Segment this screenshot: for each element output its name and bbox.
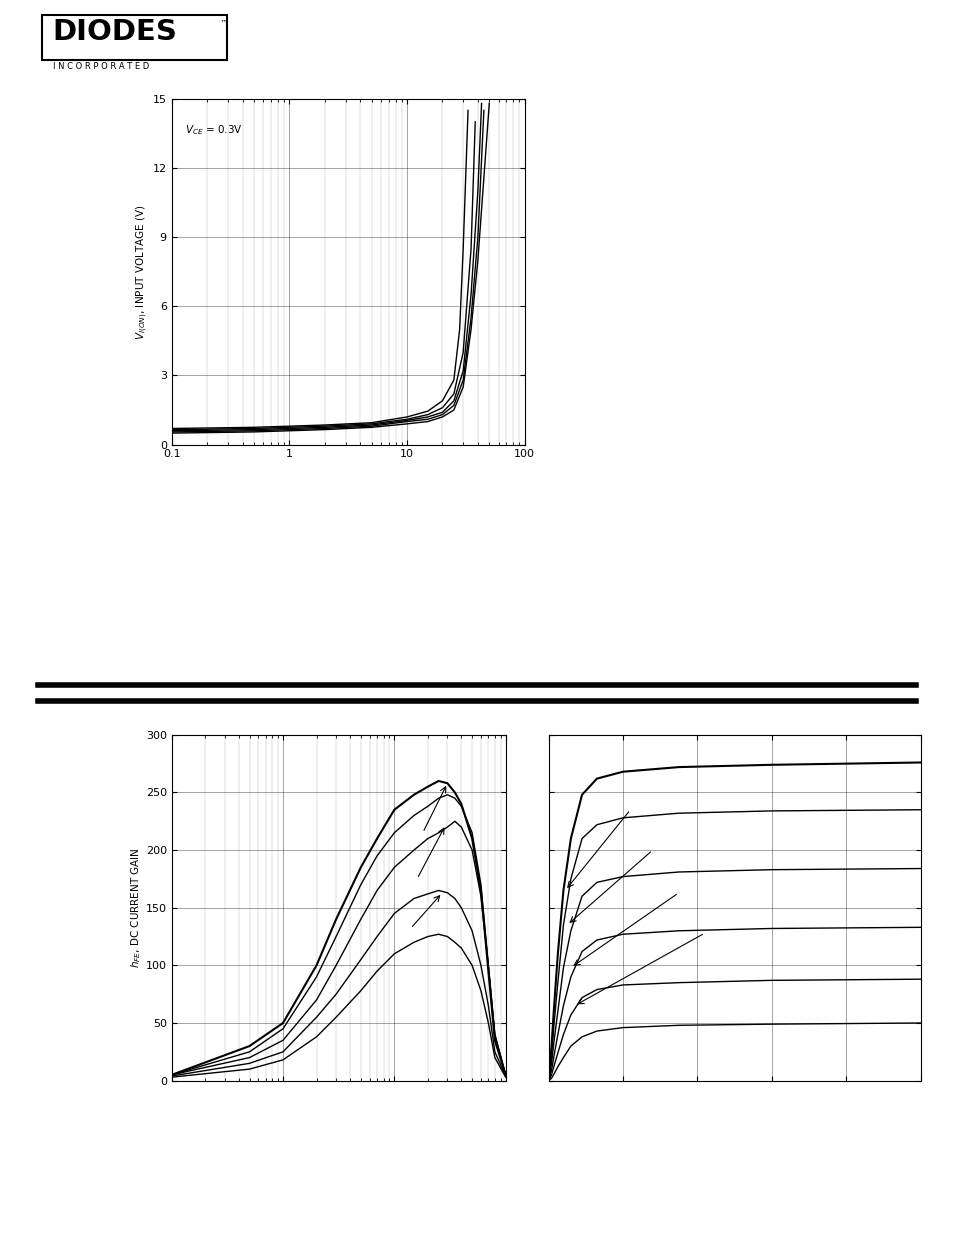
Y-axis label: $V_{I(ON)}$, INPUT VOLTAGE (V): $V_{I(ON)}$, INPUT VOLTAGE (V) (134, 204, 150, 340)
Y-axis label: $h_{FE}$, DC CURRENT GAIN: $h_{FE}$, DC CURRENT GAIN (129, 847, 143, 968)
Text: DIODES: DIODES (52, 19, 177, 47)
Text: I N C O R P O R A T E D: I N C O R P O R A T E D (52, 63, 149, 72)
Bar (42, 15, 227, 61)
Text: ™: ™ (219, 19, 228, 27)
Text: $V_{CE}$ = 0.3V: $V_{CE}$ = 0.3V (185, 124, 243, 137)
